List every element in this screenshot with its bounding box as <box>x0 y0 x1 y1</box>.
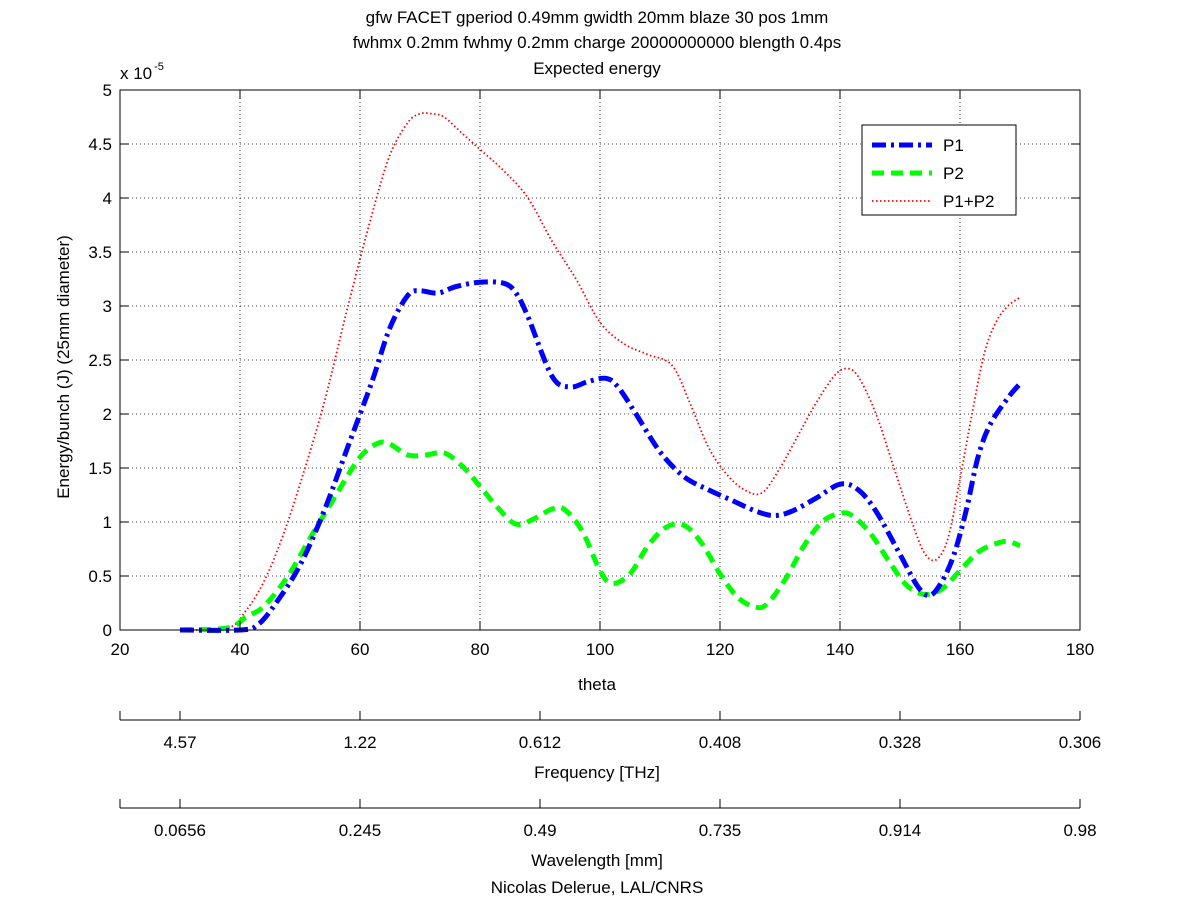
secondary-axis-tick-label: 1.22 <box>343 733 376 752</box>
grid-lines <box>120 90 1080 630</box>
secondary-axis-tick-label: 0.408 <box>699 733 742 752</box>
y-tick-label: 1.5 <box>88 459 112 478</box>
secondary-axis-label: Wavelength [mm] <box>531 851 663 870</box>
secondary-axis-tick-label: 0.98 <box>1063 821 1096 840</box>
y-tick-label: 4 <box>103 189 112 208</box>
axis-ticks <box>119 89 1081 631</box>
secondary-axis-tick-label: 0.49 <box>523 821 556 840</box>
x-tick-label: 180 <box>1066 640 1094 659</box>
y-tick-label: 0 <box>103 621 112 640</box>
secondary-axes: 4.57 1.22 0.612 0.408 0.328 0.306 Frequency [T… <box>119 711 1102 870</box>
secondary-axis-label: Frequency [THz] <box>534 763 660 782</box>
series-lines <box>179 112 1022 633</box>
y-tick-label: 4.5 <box>88 135 112 154</box>
legend-label-p1-p2: P1+P2 <box>943 192 995 211</box>
x-tick-label: 100 <box>586 640 614 659</box>
chart-title-line-1: gfw FACET gperiod 0.49mm gwidth 20mm bla… <box>366 8 829 27</box>
secondary-axis-tick-label: 0.306 <box>1059 733 1102 752</box>
secondary-axis-tick-label: 0.328 <box>879 733 922 752</box>
series-line-p1-p2 <box>179 112 1021 631</box>
x-tick-label: 160 <box>946 640 974 659</box>
y-multiplier-base: x 10 <box>120 64 152 83</box>
y-multiplier-label: x 10 -5 <box>120 61 164 83</box>
x-tick-label: 40 <box>231 640 250 659</box>
secondary-axis-tick-label: 0.735 <box>699 821 742 840</box>
y-multiplier-exponent: -5 <box>154 61 164 73</box>
legend: P1 P2 P1+P2 <box>861 124 1017 216</box>
chart-title-line-2: fwhmx 0.2mm fwhmy 0.2mm charge 200000000… <box>353 33 842 52</box>
y-tick-label: 1 <box>103 513 112 532</box>
y-tick-label: 3 <box>103 297 112 316</box>
secondary-axis-tick-label: 0.245 <box>339 821 382 840</box>
x-tick-label: 60 <box>351 640 370 659</box>
x-axis-label: theta <box>578 675 616 694</box>
legend-box <box>861 124 1017 216</box>
secondary-axis-tick-label: 0.612 <box>519 733 562 752</box>
x-tick-label: 120 <box>706 640 734 659</box>
secondary-axis-2: 0.0656 0.245 0.49 0.735 0.914 0.98 Wavelength … <box>119 799 1097 870</box>
credit-text: Nicolas Delerue, LAL/CNRS <box>491 878 704 897</box>
x-tick-label: 80 <box>471 640 490 659</box>
x-tick-label: 20 <box>111 640 130 659</box>
legend-label-p1: P1 <box>943 136 964 155</box>
y-tick-label: 0.5 <box>88 567 112 586</box>
legend-label-p2: P2 <box>943 164 964 183</box>
y-tick-label: 2.5 <box>88 351 112 370</box>
secondary-axis-tick-label: 0.0656 <box>154 821 206 840</box>
series-line-p2 <box>179 439 1021 633</box>
y-tick-label: 2 <box>103 405 112 424</box>
x-tick-label: 140 <box>826 640 854 659</box>
y-tick-label: 5 <box>103 81 112 100</box>
y-axis-label: Energy/bunch (J) (25mm diameter) <box>54 235 73 499</box>
chart-title-line-3: Expected energy <box>533 59 661 78</box>
series-line-p1 <box>179 279 1022 633</box>
secondary-axis-tick-label: 0.914 <box>879 821 922 840</box>
axis-tick-labels: 20 40 60 80 100 120 140 160 180 0 0.5 1 1.5 2 2.5 3 3.5 4… <box>88 81 1094 659</box>
y-tick-label: 3.5 <box>88 243 112 262</box>
secondary-axis-tick-label: 4.57 <box>163 733 196 752</box>
secondary-axis-1: 4.57 1.22 0.612 0.408 0.328 0.306 Frequency [T… <box>119 711 1102 782</box>
